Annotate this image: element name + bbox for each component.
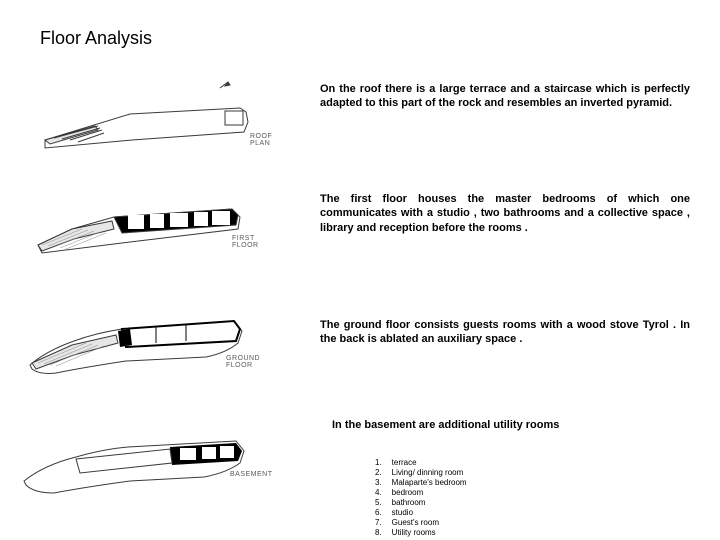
basement-label: BASEMENT	[230, 471, 273, 478]
ground-floor-label: GROUND FLOOR	[226, 355, 260, 369]
legend-labels: terrace Living/ dinning room Malaparte's…	[392, 458, 467, 538]
legend-label: bedroom	[392, 488, 467, 498]
basement-plan: BASEMENT	[20, 403, 250, 513]
legend-label: Malaparte's bedroom	[392, 478, 467, 488]
floor-plans-diagram: ROOF PLAN	[40, 78, 310, 508]
ground-floor-plan: GROUND FLOOR	[26, 283, 256, 393]
page-title: Floor Analysis	[40, 28, 152, 49]
legend-num: 7.	[375, 518, 382, 528]
legend-label: Utility rooms	[392, 528, 467, 538]
legend-num: 2.	[375, 468, 382, 478]
roof-description: On the roof there is a large terrace and…	[320, 82, 690, 111]
legend-label: bathroom	[392, 498, 467, 508]
legend-num: 3.	[375, 478, 382, 488]
roof-plan: ROOF PLAN	[40, 78, 270, 168]
legend-num: 4.	[375, 488, 382, 498]
first-floor-plan: FIRST FLOOR	[32, 173, 262, 273]
legend-label: Living/ dinning room	[392, 468, 467, 478]
legend-label: Guest's room	[392, 518, 467, 528]
legend-label: terrace	[392, 458, 467, 468]
first-floor-description: The first floor houses the master bedroo…	[320, 192, 690, 235]
legend-num: 5.	[375, 498, 382, 508]
legend-numbers: 1. 2. 3. 4. 5. 6. 7. 8.	[375, 458, 382, 538]
legend-num: 6.	[375, 508, 382, 518]
legend-num: 1.	[375, 458, 382, 468]
legend-label: studio	[392, 508, 467, 518]
ground-floor-description: The ground floor consists guests rooms w…	[320, 318, 690, 347]
basement-description: In the basement are additional utility r…	[332, 418, 692, 432]
first-floor-label: FIRST FLOOR	[232, 235, 262, 249]
roof-plan-label: ROOF PLAN	[250, 133, 272, 147]
legend-num: 8.	[375, 528, 382, 538]
room-legend: 1. 2. 3. 4. 5. 6. 7. 8. terrace Living/ …	[375, 458, 467, 538]
